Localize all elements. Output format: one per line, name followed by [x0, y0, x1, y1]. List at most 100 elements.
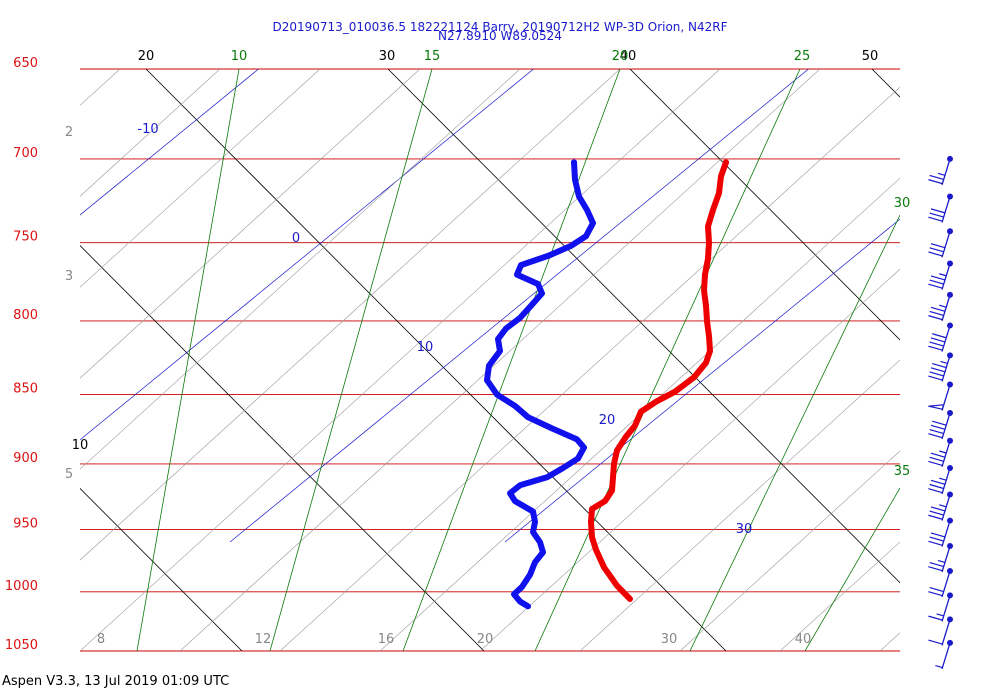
wind-barb-full: [929, 279, 944, 285]
wind-barb-full: [928, 566, 943, 572]
wind-barb-full: [928, 179, 943, 185]
dewpoint-start-point: [571, 159, 577, 166]
mixing-ratio-line: [402, 69, 621, 651]
mixing-ratio-label: 10: [231, 49, 248, 64]
wind-barb-full: [929, 341, 944, 347]
wind-barb-full: [929, 510, 944, 516]
bottom-scale-label: 20: [477, 632, 494, 647]
wind-barb: [928, 228, 953, 258]
moist-adiabat-line: [80, 69, 721, 651]
dewpoint-line: [484, 159, 596, 610]
wind-barb-half: [939, 304, 947, 308]
isotherm-label: 20: [138, 49, 155, 64]
mixing-ratio-lines: [136, 69, 900, 651]
wind-barb-full: [928, 251, 943, 257]
moist-adiabat-line: [879, 632, 900, 651]
wind-barb-full: [929, 483, 944, 490]
wind-barb-full: [929, 310, 944, 317]
isotherm-line: [80, 487, 243, 651]
wind-barb-full: [930, 424, 946, 430]
wind-barb-full: [929, 247, 944, 253]
wind-barb-full: [928, 460, 943, 467]
pressure-label: 850: [13, 382, 38, 397]
bottom-scale-label: 30: [661, 632, 678, 647]
dry-adiabat-label: -10: [137, 122, 158, 137]
isotherm-line: [871, 69, 900, 98]
moist-adiabat-line: [80, 69, 321, 288]
wind-barb-half: [936, 613, 944, 617]
wind-barb-full: [928, 639, 943, 645]
dry-adiabat-label: 30: [736, 522, 753, 537]
chart-title-line-2: N27.8910 W89.0524: [438, 29, 562, 43]
mixing-ratio-label: 25: [794, 49, 811, 64]
dry-adiabat-line: [629, 69, 810, 216]
wind-barb-full: [928, 591, 943, 597]
isotherm-label: 30: [379, 49, 396, 64]
pressure-label: 900: [13, 451, 38, 466]
wind-barb: [928, 381, 953, 411]
wind-barb: [928, 517, 953, 547]
left-scale-label: 3: [65, 269, 73, 284]
wind-barb-shaft: [941, 231, 951, 258]
wind-barb-full: [930, 479, 946, 485]
isotherm-label: 40: [620, 49, 637, 64]
wind-barb-half: [939, 273, 947, 277]
moist-adiabat-line: [80, 69, 521, 470]
wind-barb-full: [930, 367, 946, 373]
wind-barb-shaft: [941, 494, 951, 521]
wind-barb-full: [929, 561, 944, 568]
moist-adiabat-line: [479, 268, 900, 651]
wind-barbs: [928, 155, 953, 670]
wind-barb-full: [929, 536, 944, 542]
wind-barb-full: [930, 208, 946, 214]
wind-barb-full: [928, 488, 943, 494]
wind-barb: [928, 592, 953, 622]
mixing-ratio-line: [136, 69, 240, 651]
wind-barb-shaft: [941, 355, 951, 382]
isotherm-label: 10: [72, 438, 89, 453]
wind-barb-shaft: [941, 412, 951, 440]
wind-barb-full: [930, 452, 946, 458]
wind-barb-full: [928, 283, 943, 289]
pressure-label: 700: [13, 146, 38, 161]
wind-barb-half: [935, 665, 943, 669]
dry-adiabat-line: [80, 214, 356, 441]
wind-barb: [928, 155, 953, 186]
wind-barb-shaft: [941, 642, 951, 670]
left-scale-label: 5: [65, 467, 73, 482]
wind-barb: [928, 491, 953, 521]
wind-barb-shaft: [941, 467, 951, 495]
pressure-label: 800: [13, 308, 38, 323]
wind-barb-shaft: [941, 545, 951, 573]
wind-barb-shaft: [941, 325, 951, 352]
wind-barb: [928, 193, 953, 223]
bottom-scale-label: 16: [378, 632, 395, 647]
pressure-label: 1050: [5, 638, 38, 653]
wind-barb-full: [930, 243, 946, 249]
mixing-ratio-line: [269, 69, 433, 651]
wind-barb-full: [930, 506, 946, 512]
wind-barb: [928, 464, 953, 495]
isotherm-label: 50: [862, 49, 879, 64]
dry-adiabat-label: 20: [599, 413, 616, 428]
dry-adiabat-line: [504, 218, 900, 543]
wind-barb-half: [937, 559, 946, 563]
wind-barb-full: [929, 371, 944, 377]
wind-barb: [928, 543, 953, 573]
temperature-line: [588, 159, 729, 602]
bottom-scale-label: 8: [97, 632, 105, 647]
dry-adiabat-line: [80, 69, 260, 216]
mixing-ratio-line: [689, 214, 900, 651]
moist-adiabat-line: [80, 69, 221, 197]
wind-barb-full: [930, 532, 946, 538]
wind-barb-full: [930, 306, 946, 312]
wind-barb-shaft: [941, 158, 951, 186]
wind-barb-full: [928, 514, 943, 520]
moist-adiabat-line: [80, 69, 421, 379]
footer-text: Aspen V3.3, 13 Jul 2019 01:09 UTC: [2, 674, 229, 689]
wind-barb: [928, 616, 953, 646]
wind-barb-full: [928, 375, 943, 381]
wind-barb-full: [932, 363, 947, 369]
wind-barb-full: [932, 333, 947, 339]
moist-adiabat-line: [679, 450, 900, 651]
